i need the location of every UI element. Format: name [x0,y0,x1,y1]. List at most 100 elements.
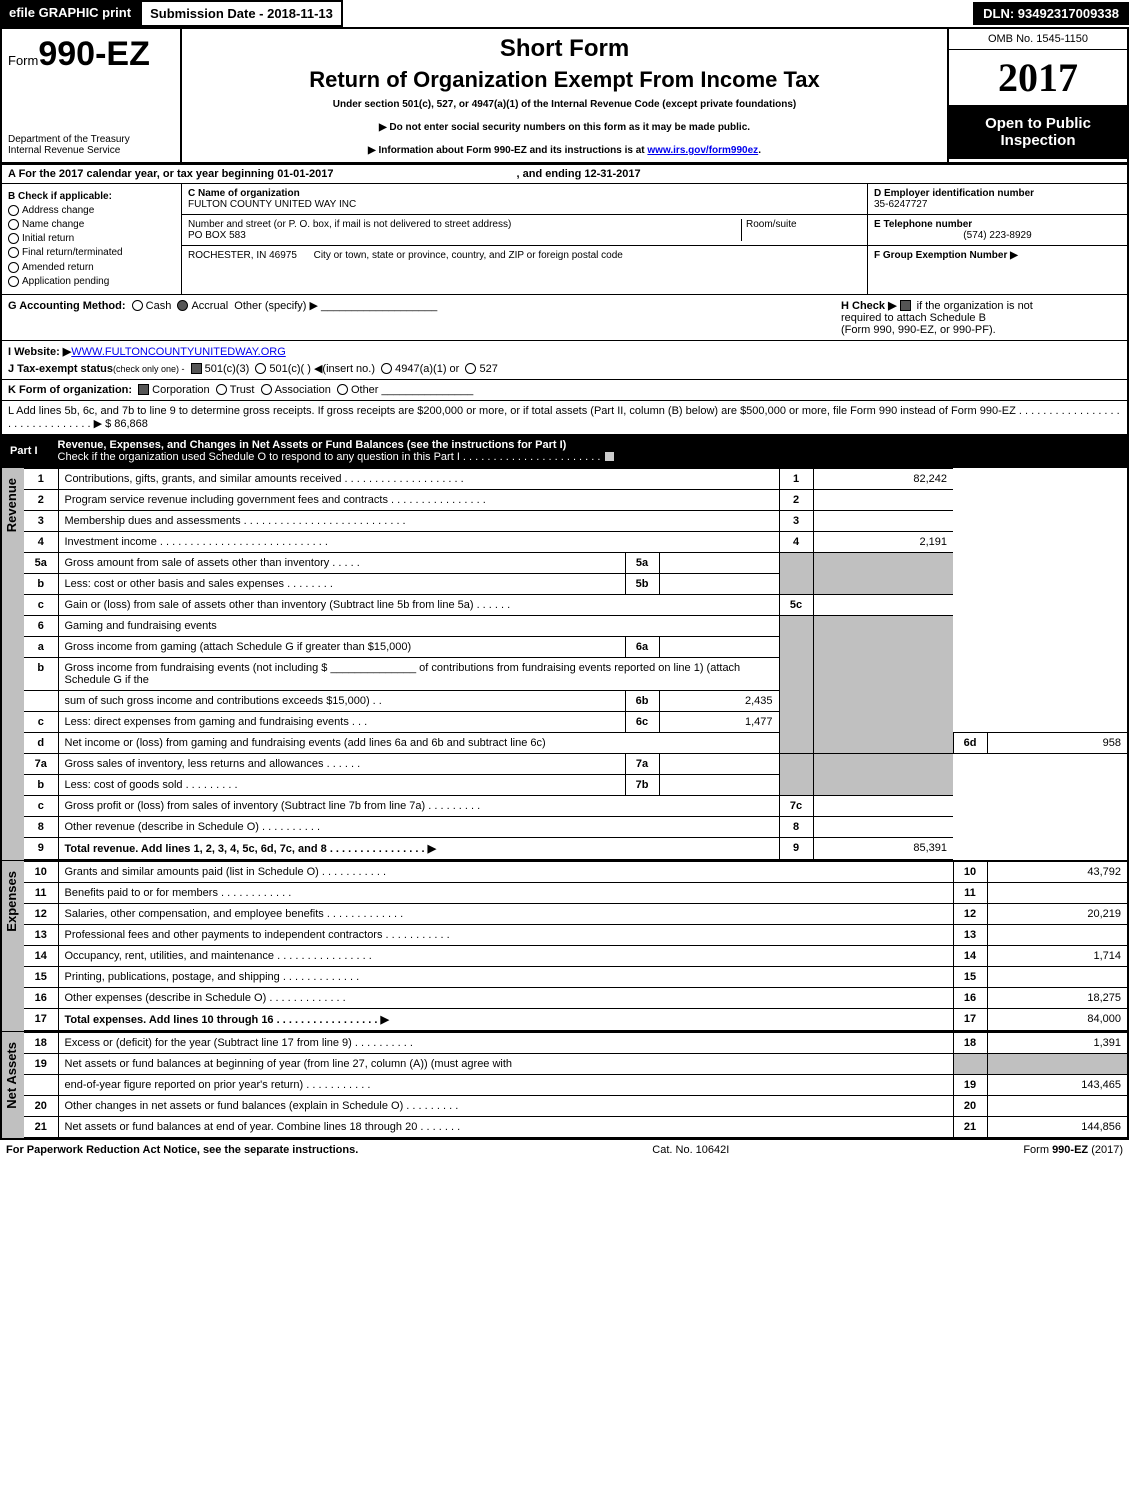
footer-left: For Paperwork Reduction Act Notice, see … [6,1144,358,1156]
row-l: L Add lines 5b, 6c, and 7b to line 9 to … [2,401,1127,435]
street-value: PO BOX 583 [188,230,246,241]
g-accrual: Accrual [191,300,228,312]
top-bar: efile GRAPHIC print Submission Date - 20… [0,0,1129,27]
cb-k-other[interactable] [337,384,348,395]
c-value: FULTON COUNTY UNITED WAY INC [188,199,356,210]
revenue-section: Revenue 1Contributions, gifts, grants, a… [2,468,1127,861]
box-def: D Employer identification number 35-6247… [867,184,1127,294]
cb-h[interactable] [900,300,911,311]
part1-check: Check if the organization used Schedule … [58,451,601,463]
city-value: ROCHESTER, IN 46975 [188,250,297,261]
box-b-title: B Check if applicable: [8,191,112,202]
arrow-note-1: ▶ Do not enter social security numbers o… [188,122,941,133]
cb-corp[interactable] [138,384,149,395]
open1: Open to Public [953,115,1123,132]
street-label: Number and street (or P. O. box, if mail… [188,219,511,230]
g-other: Other (specify) ▶ [234,300,318,312]
city-label: City or town, state or province, country… [314,250,623,261]
revenue-side-label: Revenue [2,468,24,860]
header-right: OMB No. 1545-1150 2017 Open to Public In… [947,29,1127,162]
row-k: K Form of organization: Corporation Trus… [2,380,1127,401]
header: Form990-EZ Department of the Treasury In… [2,29,1127,165]
open2: Inspection [953,132,1123,149]
e-value: (574) 223-8929 [874,230,1121,241]
h-text3: required to attach Schedule B [841,312,986,324]
cb-501c[interactable] [255,363,266,374]
cb-4947[interactable] [381,363,392,374]
g-label: G Accounting Method: [8,300,126,312]
b-item-1: Name change [22,219,84,230]
b-item-3: Final return/terminated [22,248,123,259]
j-label: J Tax-exempt status [8,363,113,375]
h-text2: if the organization is not [917,300,1033,312]
j-o2: 501(c)( ) ◀(insert no.) [269,363,375,375]
cb-cash[interactable] [132,300,143,311]
room-suite: Room/suite [741,219,861,241]
cb-name-change[interactable] [8,219,19,230]
k-o2: Trust [230,384,255,396]
f-label: F Group Exemption Number ▶ [874,250,1018,261]
cb-accrual[interactable] [177,300,188,311]
form-number: Form990-EZ [8,35,174,74]
k-o4: Other [351,384,379,396]
cb-assoc[interactable] [261,384,272,395]
header-left: Form990-EZ Department of the Treasury In… [2,29,182,162]
omb-number: OMB No. 1545-1150 [949,29,1127,50]
netassets-table: 18Excess or (deficit) for the year (Subt… [24,1032,1127,1138]
efile-print-button[interactable]: efile GRAPHIC print [0,0,140,27]
k-label: K Form of organization: [8,384,132,396]
part-1-header: Part I Revenue, Expenses, and Changes in… [2,435,1127,468]
cb-pending[interactable] [8,276,19,287]
k-o1: Corporation [152,384,209,396]
part1-desc: Revenue, Expenses, and Changes in Net As… [58,439,567,451]
expenses-table: 10Grants and similar amounts paid (list … [24,861,1127,1031]
cb-initial-return[interactable] [8,233,19,244]
k-o3: Association [275,384,331,396]
g-cash: Cash [146,300,172,312]
h-text4: (Form 990, 990-EZ, or 990-PF). [841,324,996,336]
b-item-2: Initial return [22,233,74,244]
form-container: Form990-EZ Department of the Treasury In… [0,27,1129,1140]
title-short-form: Short Form [188,35,941,63]
row-a: A For the 2017 calendar year, or tax yea… [2,165,1127,184]
d-value: 35-6247727 [874,199,927,210]
row-g-h: G Accounting Method: Cash Accrual Other … [2,295,1127,341]
title-return: Return of Organization Exempt From Incom… [188,67,941,93]
c-label: C Name of organization [188,188,300,199]
d-label: D Employer identification number [874,188,1034,199]
j-rest: (check only one) - [113,364,185,374]
cb-527[interactable] [465,363,476,374]
revenue-table: 1Contributions, gifts, grants, and simil… [24,468,1127,860]
website-link[interactable]: WWW.FULTONCOUNTYUNITEDWAY.ORG [71,346,286,358]
cb-part1-schedO[interactable] [604,451,615,462]
j-o4: 527 [479,363,497,375]
under-section: Under section 501(c), 527, or 4947(a)(1)… [188,99,941,110]
expenses-section: Expenses 10Grants and similar amounts pa… [2,861,1127,1032]
dept-line1: Department of the Treasury [8,134,174,145]
b-item-5: Application pending [22,276,109,287]
cb-final-return[interactable] [8,247,19,258]
form-no-big: 990-EZ [38,35,150,73]
cb-amended[interactable] [8,262,19,273]
j-o3: 4947(a)(1) or [395,363,459,375]
row-h: H Check ▶ if the organization is not req… [841,299,1121,336]
irs-link[interactable]: www.irs.gov/form990ez [647,145,758,156]
b-item-4: Amended return [22,262,94,273]
arrow2-text: ▶ Information about Form 990-EZ and its … [368,145,647,156]
dln-box: DLN: 93492317009338 [973,2,1129,25]
cb-trust[interactable] [216,384,227,395]
row-a-text: A For the 2017 calendar year, or tax yea… [8,168,333,180]
box-c: C Name of organization FULTON COUNTY UNI… [182,184,867,294]
footer: For Paperwork Reduction Act Notice, see … [0,1140,1129,1160]
i-label: I Website: ▶ [8,346,71,358]
row-i: I Website: ▶WWW.FULTONCOUNTYUNITEDWAY.OR… [2,341,1127,358]
row-a-ending: , and ending 12-31-2017 [517,168,641,180]
open-to-public: Open to Public Inspection [949,105,1127,159]
footer-mid: Cat. No. 10642I [652,1144,729,1156]
box-b: B Check if applicable: Address change Na… [2,184,182,294]
cb-address-change[interactable] [8,205,19,216]
department: Department of the Treasury Internal Reve… [8,134,174,156]
cb-501c3[interactable] [191,363,202,374]
h-label: H Check ▶ [841,300,897,312]
b-item-0: Address change [22,205,94,216]
